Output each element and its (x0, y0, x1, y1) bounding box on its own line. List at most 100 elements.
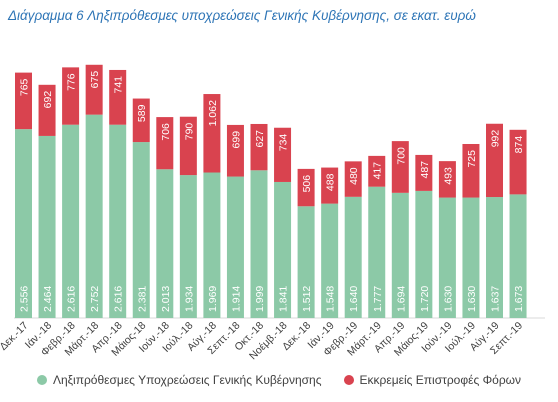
bars-group: 2.556 765 2.464 692 2.616 776 2.752 675 2.616 741… (15, 64, 527, 318)
bar-tax-refunds (15, 72, 32, 130)
bar-tax-refunds (109, 69, 127, 125)
data-label-tax-refunds: 776 (66, 73, 78, 91)
bar-tax-refunds (462, 143, 480, 198)
data-label-arrears: 1.720 (419, 286, 431, 312)
data-label-tax-refunds: 741 (113, 76, 125, 94)
bar-arrears (179, 175, 197, 318)
data-label-tax-refunds: 480 (348, 167, 360, 185)
data-label-tax-refunds: 692 (42, 91, 54, 109)
data-label-arrears: 1.630 (442, 286, 454, 312)
data-label-arrears: 1.914 (230, 286, 242, 312)
data-label-arrears: 1.694 (395, 286, 407, 312)
bar-arrears (109, 124, 127, 318)
legend: Ληξιπρόθεσμες Υποχρεώσεις Γενικής Κυβέρν… (0, 373, 558, 387)
bar-tax-refunds (344, 161, 362, 197)
data-label-tax-refunds: 790 (183, 123, 195, 141)
data-label-arrears: 1.841 (278, 286, 290, 312)
data-label-arrears: 2.464 (42, 286, 54, 312)
bar-tax-refunds (62, 67, 80, 125)
data-label-arrears: 1.673 (513, 286, 525, 312)
data-label-arrears: 1.777 (372, 286, 384, 312)
bar-arrears (15, 129, 32, 318)
data-label-arrears: 2.752 (89, 286, 101, 312)
bar-tax-refunds (509, 129, 527, 195)
legend-label-tax-refunds: Εκκρεμείς Επιστροφές Φόρων (359, 373, 522, 387)
data-label-tax-refunds: 589 (136, 104, 148, 122)
bar-tax-refunds (297, 168, 315, 207)
data-label-tax-refunds: 493 (442, 167, 454, 185)
bar-arrears (62, 124, 80, 318)
bar-arrears (250, 170, 268, 318)
bar-tax-refunds (321, 167, 339, 204)
bar-tax-refunds (391, 141, 409, 193)
data-label-arrears: 1.630 (466, 286, 478, 312)
bar-tax-refunds (486, 123, 503, 198)
bar-arrears (274, 181, 292, 318)
legend-item-arrears: Ληξιπρόθεσμες Υποχρεώσεις Γενικής Κυβέρν… (36, 373, 322, 387)
bar-tax-refunds (203, 94, 221, 173)
data-label-tax-refunds: 675 (89, 71, 101, 89)
bar-arrears (344, 196, 362, 318)
x-tick-label: Δεκ.-17 (0, 320, 31, 353)
data-label-arrears: 1.637 (490, 286, 502, 312)
bar-arrears (415, 190, 433, 318)
bar-arrears (132, 142, 150, 318)
legend-green-marker (36, 375, 47, 385)
bar-arrears (156, 169, 174, 318)
bar-arrears (438, 197, 456, 318)
x-tick-labels: Δεκ.-17Ιάν.-18Φεβρ.-18Μάρτ.-18Απρ.-18Μάι… (0, 320, 525, 363)
chart-title: Διάγραμμα 6 Ληξιπρόθεσμες υποχρεώσεις Γε… (8, 8, 476, 23)
data-label-tax-refunds: 506 (301, 175, 313, 193)
bar-arrears (391, 192, 409, 318)
bar-tax-refunds (38, 84, 56, 136)
data-label-tax-refunds: 706 (160, 123, 172, 141)
data-label-arrears: 1.934 (183, 286, 195, 312)
bar-arrears (226, 176, 244, 318)
data-label-tax-refunds: 734 (278, 134, 290, 152)
bar-arrears (297, 206, 315, 318)
data-label-arrears: 1.969 (207, 286, 219, 312)
data-label-tax-refunds: 725 (466, 150, 478, 168)
data-label-tax-refunds: 699 (230, 131, 242, 149)
bar-tax-refunds (250, 123, 268, 171)
bar-arrears (321, 203, 339, 318)
data-label-tax-refunds: 417 (372, 162, 384, 180)
data-label-tax-refunds: 874 (513, 136, 525, 154)
legend-item-tax-refunds: Εκκρεμείς Επιστροφές Φόρων (343, 373, 522, 387)
data-label-tax-refunds: 487 (419, 161, 431, 179)
bar-arrears (486, 197, 503, 318)
data-label-arrears: 1.512 (301, 286, 313, 312)
data-label-arrears: 2.556 (19, 286, 31, 312)
bar-tax-refunds (368, 155, 386, 187)
data-label-tax-refunds: 627 (254, 130, 266, 148)
data-label-tax-refunds: 488 (325, 173, 337, 191)
bar-tax-refunds (179, 116, 197, 176)
bar-tax-refunds (156, 117, 174, 170)
data-label-arrears: 2.013 (160, 286, 172, 312)
bar-arrears (368, 186, 386, 318)
data-label-arrears: 2.616 (113, 286, 125, 312)
data-label-arrears: 1.640 (348, 286, 360, 312)
bar-arrears (203, 172, 221, 318)
bar-arrears (38, 135, 56, 318)
data-label-tax-refunds: 992 (490, 130, 502, 148)
legend-label-arrears: Ληξιπρόθεσμες Υποχρεώσεις Γενικής Κυβέρν… (52, 373, 322, 387)
bar-tax-refunds (85, 64, 103, 115)
bar-arrears (85, 114, 103, 318)
bar-arrears (509, 194, 527, 318)
bar-arrears (462, 197, 480, 318)
data-label-arrears: 1.548 (325, 286, 337, 312)
bar-tax-refunds (226, 124, 244, 177)
data-label-arrears: 2.616 (66, 286, 78, 312)
legend-red-marker (343, 375, 354, 385)
data-label-arrears: 1.999 (254, 286, 266, 312)
data-label-tax-refunds: 1.062 (207, 100, 219, 126)
data-label-tax-refunds: 765 (19, 78, 31, 96)
bar-tax-refunds (415, 154, 433, 191)
bar-tax-refunds (132, 98, 150, 143)
data-label-tax-refunds: 700 (395, 147, 407, 165)
data-label-arrears: 2.381 (136, 286, 148, 312)
bar-tax-refunds (438, 161, 456, 198)
bar-tax-refunds (274, 127, 292, 182)
